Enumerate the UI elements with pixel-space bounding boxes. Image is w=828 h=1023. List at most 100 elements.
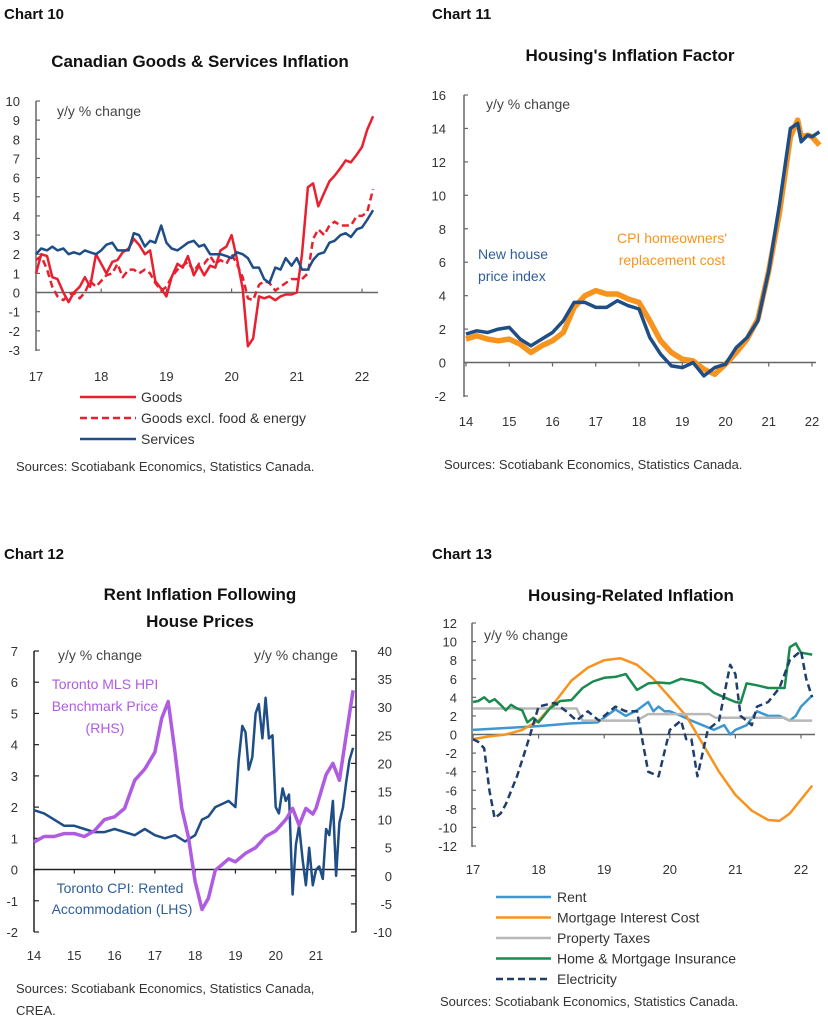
y-tick-label: 0 <box>13 286 20 301</box>
x-tick-label: 20 <box>268 948 282 963</box>
y-axis-unit-label: y/y % change <box>484 627 568 643</box>
y-tick-label: -10 <box>438 820 457 835</box>
chart-11-housing-inflation-factor: Housing's Inflation Factor y/y % change 16… <box>432 46 822 472</box>
y-tick-label: 2 <box>13 247 20 262</box>
chart-10-goods-services-inflation: Canadian Goods & Services Inflation y/y %… <box>6 52 378 474</box>
left-y-tick-label: 7 <box>11 644 18 659</box>
chart-12-label: Chart 12 <box>4 546 65 563</box>
x-tick-label: 17 <box>466 862 480 877</box>
source-note: Sources: Scotiabank Economics, Statistic… <box>444 457 742 472</box>
chart-title: Housing's Inflation Factor <box>526 46 735 65</box>
legend-label: Goods <box>141 389 182 405</box>
legend-label: Home & Mortgage Insurance <box>557 951 736 967</box>
legend-label: Property Taxes <box>557 930 650 946</box>
series-line-toronto-mls-hpi <box>33 690 355 912</box>
y-tick-label: 12 <box>432 155 446 170</box>
annotation-cpi-homeowners: CPI homeowners' <box>617 230 727 246</box>
chart-11-label: Chart 11 <box>432 6 492 23</box>
left-y-tick-label: 2 <box>11 800 18 815</box>
x-tick-label: 17 <box>589 414 603 429</box>
series-line-property-taxes <box>473 707 813 722</box>
chart-13-label: Chart 13 <box>432 546 493 563</box>
x-tick-label: 18 <box>531 862 545 877</box>
chart-title-line-1: Rent Inflation Following <box>104 585 297 604</box>
y-tick-label: -4 <box>445 765 457 780</box>
annotation-replacement-cost: replacement cost <box>619 252 726 268</box>
chart-10-label: Chart 10 <box>4 6 65 23</box>
y-tick-label: 6 <box>13 171 20 186</box>
chart-title: Housing-Related Inflation <box>528 586 734 605</box>
legend-label: Services <box>141 431 195 447</box>
left-axis-unit-label: y/y % change <box>58 647 142 663</box>
series-line-goods <box>34 115 375 348</box>
right-y-tick-label: 10 <box>378 813 392 828</box>
x-tick-label: 14 <box>459 414 473 429</box>
source-note-line-1: Sources: Scotiabank Economics, Statistic… <box>16 981 314 996</box>
left-y-tick-label: 1 <box>11 831 18 846</box>
y-tick-label: -2 <box>445 746 457 761</box>
y-tick-label: -12 <box>438 839 457 854</box>
y-tick-label: -3 <box>8 343 20 358</box>
right-axis-unit-label: y/y % change <box>254 647 338 663</box>
y-tick-label: 6 <box>450 672 457 687</box>
x-tick-label: 17 <box>29 369 43 384</box>
y-tick-label: 4 <box>13 209 20 224</box>
chart-12-rent-inflation: Rent Inflation Following House Pricesy/y … <box>6 585 392 1018</box>
x-tick-label: 16 <box>107 948 121 963</box>
x-tick-label: 19 <box>228 948 242 963</box>
right-y-tick-label: 25 <box>378 728 392 743</box>
left-y-tick-label: 3 <box>11 769 18 784</box>
y-axis-unit-label: y/y % change <box>57 103 141 119</box>
x-tick-label: 15 <box>67 948 81 963</box>
x-tick-label: 19 <box>597 862 611 877</box>
y-tick-label: -1 <box>8 305 20 320</box>
series-line-new-house-price-index <box>465 121 821 378</box>
right-y-tick-label: -5 <box>380 897 392 912</box>
annotation-benchmark-price: Benchmark Price <box>52 698 159 714</box>
y-tick-label: -2 <box>8 324 20 339</box>
y-tick-label: 14 <box>432 121 446 136</box>
y-tick-label: -8 <box>445 802 457 817</box>
y-tick-label: -6 <box>445 783 457 798</box>
x-tick-label: 21 <box>290 369 304 384</box>
y-tick-label: -2 <box>434 389 446 404</box>
annotation-accommodation-lhs: Accommodation (LHS) <box>52 901 193 917</box>
y-tick-label: 10 <box>443 635 457 650</box>
y-tick-label: 12 <box>443 616 457 631</box>
y-tick-label: 0 <box>450 728 457 743</box>
series-line-home-mortgage-insurance <box>472 642 813 724</box>
annotation-rhs: (RHS) <box>86 720 125 736</box>
legend-label: Mortgage Interest Cost <box>557 910 700 926</box>
annotation-toronto-mls-hpi: Toronto MLS HPI <box>52 676 159 692</box>
left-y-tick-label: 4 <box>11 738 18 753</box>
right-y-tick-label: 40 <box>378 644 392 659</box>
x-tick-label: 17 <box>148 948 162 963</box>
x-tick-label: 18 <box>94 369 108 384</box>
y-tick-label: 8 <box>13 132 20 147</box>
x-tick-label: 21 <box>728 862 742 877</box>
y-tick-label: 10 <box>6 94 20 109</box>
y-axis-unit-label: y/y % change <box>486 96 570 112</box>
x-tick-label: 20 <box>224 369 238 384</box>
y-tick-label: 0 <box>439 356 446 371</box>
left-y-tick-label: 6 <box>11 675 18 690</box>
y-tick-label: 1 <box>13 266 20 281</box>
y-tick-label: 2 <box>439 322 446 337</box>
annotation-price-index: price index <box>478 268 546 284</box>
chart-title: Canadian Goods & Services Inflation <box>51 52 349 71</box>
right-y-tick-label: -10 <box>373 925 392 940</box>
left-y-tick-label: 5 <box>11 706 18 721</box>
y-tick-label: 16 <box>432 88 446 103</box>
y-tick-label: 8 <box>439 222 446 237</box>
y-tick-label: 4 <box>450 690 457 705</box>
x-tick-label: 19 <box>159 369 173 384</box>
x-tick-label: 20 <box>718 414 732 429</box>
right-y-tick-label: 0 <box>385 869 392 884</box>
y-tick-label: 3 <box>13 228 20 243</box>
y-tick-label: 10 <box>432 188 446 203</box>
legend-label: Goods excl. food & energy <box>141 410 306 426</box>
x-tick-label: 16 <box>545 414 559 429</box>
y-tick-label: 2 <box>450 709 457 724</box>
right-y-tick-label: 30 <box>378 700 392 715</box>
x-tick-label: 18 <box>188 948 202 963</box>
